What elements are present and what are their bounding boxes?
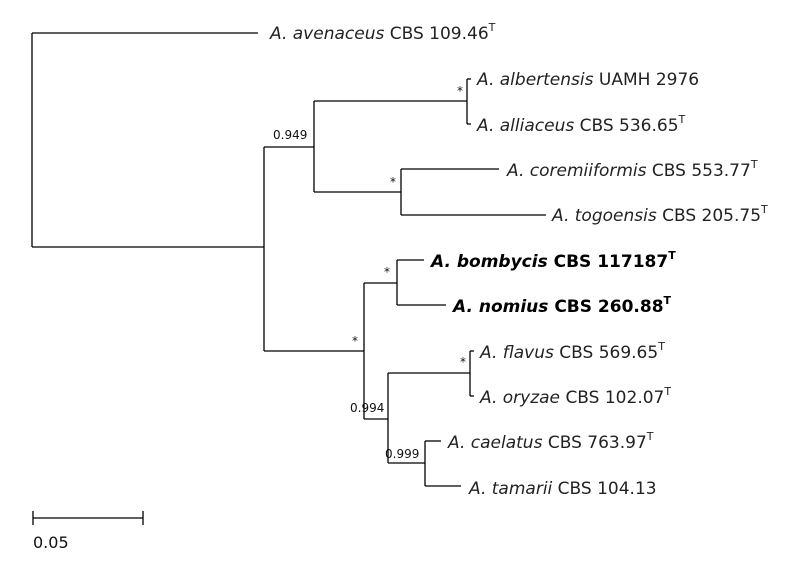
tip-label-flavus: A. flavus CBS 569.65T — [479, 340, 665, 363]
tip-strain: CBS 205.75 — [662, 206, 761, 226]
tip-species: tamarii — [492, 479, 553, 499]
support-flavus-clade: * — [352, 334, 358, 348]
type-strain-marker: T — [664, 294, 672, 307]
tip-species: oryzae — [503, 388, 560, 408]
tip-strain: CBS 104.13 — [558, 479, 657, 499]
tip-species: albertensis — [500, 70, 594, 90]
tip-strain: CBS 569.65 — [559, 343, 658, 363]
tip-label-avenaceus: A. avenaceus CBS 109.46T — [269, 21, 496, 44]
support-caelatus-tamarii: 0.999 — [385, 447, 419, 461]
type-strain-marker: T — [488, 21, 496, 34]
tip-species: togoensis — [575, 206, 657, 226]
tip-species: alliaceus — [500, 116, 575, 136]
tip-genus: A. — [476, 116, 494, 136]
type-strain-marker: T — [657, 340, 665, 353]
tip-genus: A. — [447, 433, 465, 453]
tip-strain: CBS 102.07 — [565, 388, 664, 408]
tip-label-tamarii: A. tamarii CBS 104.13 — [468, 479, 657, 499]
tip-label-alliaceus: A. alliaceus CBS 536.65T — [476, 113, 686, 136]
tip-label-nomius: A. nomius CBS 260.88T — [451, 294, 672, 317]
tip-strain: CBS 763.97 — [548, 433, 647, 453]
tip-species: flavus — [503, 343, 554, 363]
tip-genus: A. — [429, 252, 451, 272]
tip-genus: A. — [479, 388, 497, 408]
tip-strain: CBS 117187 — [554, 252, 669, 272]
tip-species: caelatus — [471, 433, 543, 453]
type-strain-marker: T — [750, 158, 758, 171]
type-strain-marker: T — [646, 430, 654, 443]
support-flavus-tamarii: 0.994 — [350, 401, 384, 415]
tip-genus: A. — [476, 70, 494, 90]
tip-label-togoensis: A. togoensis CBS 205.75T — [551, 203, 768, 226]
type-strain-marker: T — [668, 249, 676, 262]
tip-label-albertensis: A. albertensis UAMH 2976 — [476, 70, 699, 90]
tip-strain: CBS 536.65 — [580, 116, 679, 136]
support-flavus-oryzae: * — [460, 355, 466, 369]
tree-branches — [31, 32, 546, 487]
type-strain-marker: T — [663, 385, 671, 398]
type-strain-marker: T — [760, 203, 768, 216]
tip-genus: A. — [506, 161, 524, 181]
tip-genus: A. — [451, 297, 473, 317]
tip-strain: CBS 109.46 — [390, 24, 489, 44]
tip-label-bombycis: A. bombycis CBS 117187T — [429, 249, 676, 272]
support-bombycis-nomius: * — [384, 265, 390, 279]
support-albertensis-alliaceus: * — [457, 84, 463, 98]
scale-bar-label: 0.05 — [33, 533, 69, 552]
tip-label-caelatus: A. caelatus CBS 763.97T — [447, 430, 654, 453]
tip-labels: A. avenaceus CBS 109.46T A. albertensis … — [269, 21, 768, 499]
tip-label-coremiiformis: A. coremiiformis CBS 553.77T — [506, 158, 758, 181]
scale-bar: 0.05 — [32, 511, 144, 552]
tip-species: nomius — [479, 297, 549, 317]
tip-strain: CBS 260.88 — [554, 297, 663, 317]
support-values: * * 0.949 * * * 0.994 0.999 — [273, 84, 466, 461]
tip-genus: A. — [551, 206, 569, 226]
support-alliaceus-clade: 0.949 — [273, 128, 307, 142]
tip-strain: UAMH 2976 — [599, 70, 699, 90]
tip-species: avenaceus — [293, 24, 385, 44]
tip-genus: A. — [479, 343, 497, 363]
type-strain-marker: T — [678, 113, 686, 126]
tip-strain: CBS 553.77 — [652, 161, 751, 181]
tip-genus: A. — [269, 24, 287, 44]
support-coremiiformis-togoensis: * — [390, 175, 396, 189]
tip-species: coremiiformis — [530, 161, 647, 181]
tip-label-oryzae: A. oryzae CBS 102.07T — [479, 385, 671, 408]
tip-species: bombycis — [457, 252, 548, 272]
tip-genus: A. — [468, 479, 486, 499]
